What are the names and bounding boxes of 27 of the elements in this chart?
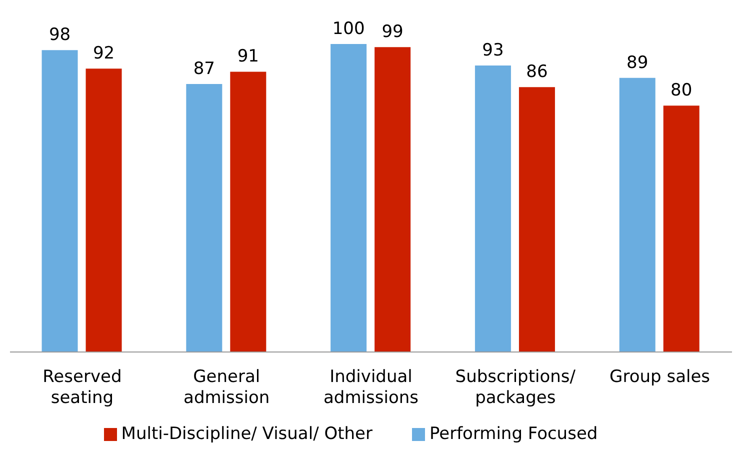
bar	[663, 106, 700, 352]
data-label: 93	[482, 40, 504, 61]
legend-label: Multi-Discipline/ Visual/ Other	[121, 424, 372, 444]
bar	[42, 50, 78, 352]
data-label: 98	[48, 25, 71, 46]
data-label: 80	[670, 80, 692, 101]
bar	[619, 78, 656, 352]
data-label: 92	[92, 44, 115, 64]
bar	[230, 72, 266, 352]
legend-label: Performing Focused	[429, 424, 598, 444]
x-tick-label: Reserved seating	[42, 367, 122, 408]
data-label: 99	[382, 22, 404, 42]
data-label: 87	[193, 59, 215, 80]
x-tick-label: Group sales	[610, 367, 710, 387]
bar	[518, 87, 555, 352]
bar	[474, 66, 511, 352]
x-tick-label: Individual admissions	[324, 367, 419, 408]
bar	[374, 47, 411, 352]
data-label: 91	[237, 46, 259, 67]
bar	[86, 68, 122, 352]
x-tick-label: General admission	[184, 367, 270, 408]
bar	[330, 44, 367, 352]
data-label: 89	[626, 52, 648, 73]
data-label: 100	[332, 19, 365, 39]
bar	[186, 84, 222, 352]
data-label: 86	[526, 62, 548, 82]
x-tick-label: Subscriptions/ packages	[455, 367, 576, 408]
